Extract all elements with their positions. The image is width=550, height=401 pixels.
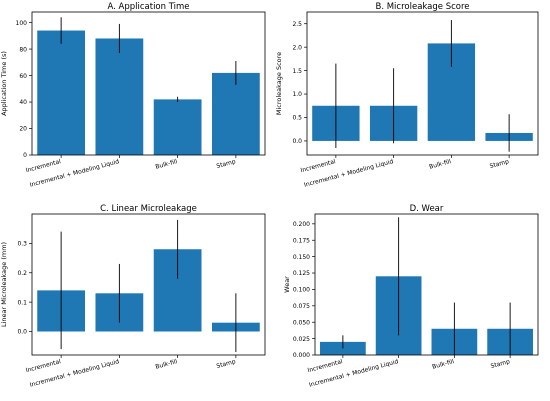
x-tick-label: Incremental <box>25 158 62 174</box>
y-tick-label: 0.1 <box>17 299 27 306</box>
y-tick-label: 0.0 <box>17 329 27 336</box>
bar <box>37 30 86 156</box>
chart-panel-4: D. Wear Wear 0.000 0.025 0.050 0.075 0.100 0.12… <box>283 204 539 389</box>
y-tick-label: 60 <box>19 73 27 80</box>
x-tick-label: Stamp <box>216 358 237 370</box>
x-tick-label: Stamp <box>489 158 510 170</box>
y-tick-label: 0.075 <box>293 303 310 310</box>
x-tick-label: Bulk-fill <box>155 158 179 171</box>
y-tick-label: 0.3 <box>17 241 27 248</box>
y-tick-label: 100 <box>16 20 28 27</box>
bar <box>153 99 202 155</box>
y-tick-label: 0.2 <box>17 270 27 277</box>
y-tick-label: 0.5 <box>292 115 302 122</box>
plot-frame <box>314 213 539 356</box>
y-tick-label: 0.0 <box>292 138 302 145</box>
chart-title: B. Microleakage Score <box>375 2 469 12</box>
chart-title: A. Application Time <box>107 2 189 12</box>
y-tick-label: 0.200 <box>293 221 310 228</box>
x-tick-label: Bulk-fill <box>431 358 455 371</box>
chart-title: D. Wear <box>410 204 444 214</box>
y-tick-label: 2.5 <box>292 21 302 28</box>
y-axis-label: Microleakage Score <box>275 52 283 115</box>
y-tick-label: 0.050 <box>293 319 310 326</box>
y-tick-label: 20 <box>19 126 27 133</box>
y-tick-label: 80 <box>19 46 27 53</box>
chart-panel-2: B. Microleakage Score Microleakage Score 0… <box>275 2 539 189</box>
y-axis-label: Application Time (s) <box>0 51 8 116</box>
x-tick-label: Incremental <box>25 358 62 374</box>
x-tick-label: Incremental <box>307 358 344 374</box>
y-tick-label: 0.150 <box>293 254 310 261</box>
chart-panel-1: A. Application Time Application Time (s) 0… <box>0 2 266 189</box>
y-tick-label: 0.100 <box>293 287 310 294</box>
x-tick-label: Stamp <box>216 158 237 170</box>
y-tick-label: 1.0 <box>292 91 302 98</box>
plot-frame <box>306 11 539 156</box>
plot-frame <box>31 213 266 356</box>
bar <box>211 72 260 155</box>
y-tick-label: 40 <box>19 99 27 106</box>
chart-title: C. Linear Microleakage <box>100 204 197 214</box>
x-tick-label: Incremental <box>300 158 337 174</box>
chart-panel-3: C. Linear Microleakage Linear Microleakag… <box>0 204 266 389</box>
x-tick-label: Bulk-fill <box>155 358 179 371</box>
y-axis-label: Wear <box>283 276 291 293</box>
y-tick-label: 0.125 <box>293 270 310 277</box>
bar <box>95 38 144 156</box>
x-tick-label: Bulk-fill <box>428 158 452 171</box>
y-tick-label: 1.5 <box>292 68 302 75</box>
y-tick-label: 0.000 <box>293 352 310 359</box>
y-tick-label: 0.025 <box>293 336 310 343</box>
plot-frame <box>31 11 266 156</box>
y-tick-label: 0 <box>23 152 27 159</box>
y-tick-label: 0.175 <box>293 237 310 244</box>
y-tick-label: 2.0 <box>292 44 302 51</box>
y-axis-label: Linear Microleakage (mm) <box>0 242 8 327</box>
x-tick-label: Stamp <box>490 358 511 370</box>
